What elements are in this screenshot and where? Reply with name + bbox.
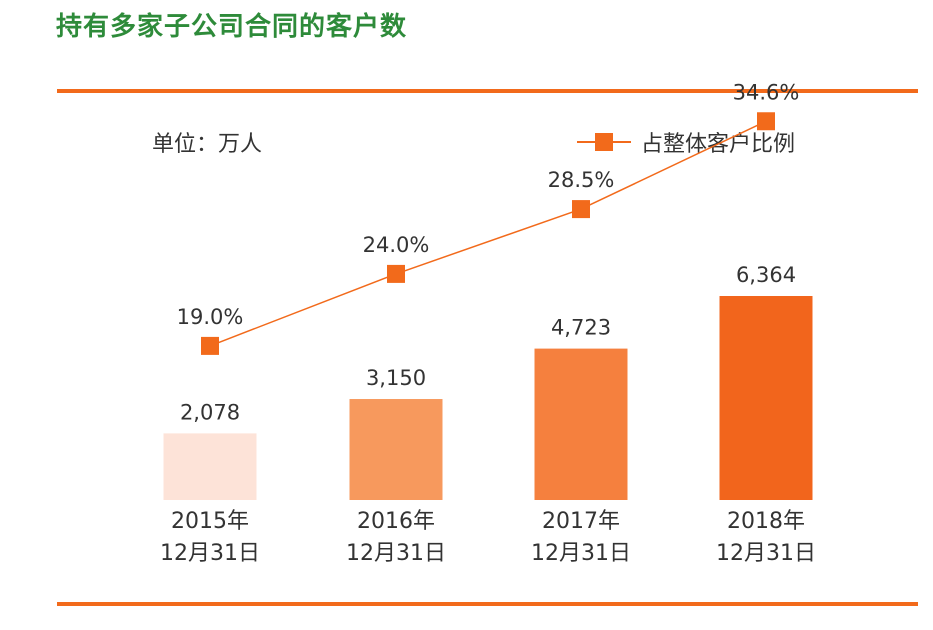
bar-2 bbox=[534, 348, 628, 500]
bottom-divider bbox=[57, 602, 918, 606]
legend-line-marker-icon bbox=[577, 130, 631, 154]
bar-0 bbox=[163, 433, 257, 500]
category-date-label-2: 12月31日 bbox=[531, 541, 631, 566]
bar-value-label-2: 4,723 bbox=[551, 316, 611, 340]
category-year-label-2: 2017年 bbox=[542, 509, 620, 534]
ratio-line bbox=[209, 120, 767, 347]
category-year-label-0: 2015年 bbox=[171, 509, 249, 534]
category-year-label-1: 2016年 bbox=[357, 509, 435, 534]
bar-1 bbox=[349, 399, 443, 500]
bar-3 bbox=[719, 296, 813, 500]
ratio-label-0: 19.0% bbox=[177, 305, 244, 329]
ratio-marker-0 bbox=[201, 336, 219, 355]
ratio-marker-1 bbox=[387, 264, 405, 283]
ratio-label-3: 34.6% bbox=[733, 80, 800, 104]
category-date-label-0: 12月31日 bbox=[160, 541, 260, 566]
bar-value-label-1: 3,150 bbox=[366, 366, 426, 390]
ratio-label-2: 28.5% bbox=[548, 168, 615, 192]
ratio-marker-2 bbox=[572, 200, 590, 219]
category-year-label-3: 2018年 bbox=[727, 509, 805, 534]
category-date-label-1: 12月31日 bbox=[346, 541, 446, 566]
ratio-label-1: 24.0% bbox=[363, 233, 430, 257]
top-divider bbox=[57, 89, 918, 93]
ratio-marker-3 bbox=[757, 112, 775, 131]
category-date-label-3: 12月31日 bbox=[716, 541, 816, 566]
bar-value-label-3: 6,364 bbox=[736, 263, 796, 287]
unit-label: 单位：万人 bbox=[152, 132, 263, 157]
bar-value-label-0: 2,078 bbox=[180, 400, 240, 424]
chart-title: 持有多家子公司合同的客户数 bbox=[56, 12, 408, 42]
